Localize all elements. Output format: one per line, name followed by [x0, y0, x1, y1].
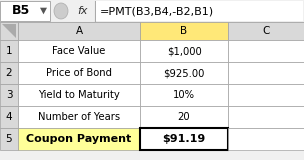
Text: Yield to Maturity: Yield to Maturity [38, 90, 120, 100]
Text: 10%: 10% [173, 90, 195, 100]
Bar [18, 128, 140, 150]
Bar [228, 128, 304, 150]
Text: 3: 3 [6, 90, 12, 100]
Bar [228, 40, 304, 62]
Text: Number of Years: Number of Years [38, 112, 120, 122]
Bar [0, 84, 18, 106]
Bar [18, 40, 140, 62]
Text: Price of Bond: Price of Bond [46, 68, 112, 78]
Bar [228, 84, 304, 106]
Bar [140, 22, 228, 40]
Bar [18, 22, 140, 40]
Bar [96, 1, 303, 21]
Text: Face Value: Face Value [52, 46, 106, 56]
Bar [140, 62, 228, 84]
Bar [0, 106, 18, 128]
Text: 4: 4 [6, 112, 12, 122]
Bar [228, 62, 304, 84]
Text: $91.19: $91.19 [162, 134, 206, 144]
Text: B: B [181, 26, 188, 36]
Text: $925.00: $925.00 [163, 68, 205, 78]
Bar [18, 62, 140, 84]
Bar [0, 0, 304, 22]
Text: 2: 2 [6, 68, 12, 78]
Bar [140, 84, 228, 106]
Bar [0, 40, 18, 62]
Text: 5: 5 [6, 134, 12, 144]
Bar [0, 22, 18, 40]
Bar [140, 106, 228, 128]
Text: =PMT(B3,B4,-B2,B1): =PMT(B3,B4,-B2,B1) [100, 6, 214, 16]
Text: C: C [262, 26, 270, 36]
Polygon shape [40, 8, 47, 14]
Text: fx: fx [77, 6, 88, 16]
Text: $1,000: $1,000 [167, 46, 201, 56]
Polygon shape [2, 24, 16, 38]
Text: 20: 20 [178, 112, 190, 122]
Text: A: A [75, 26, 83, 36]
Text: 1: 1 [6, 46, 12, 56]
Bar [18, 84, 140, 106]
Bar [0, 1, 50, 21]
Text: B5: B5 [12, 4, 30, 17]
Bar [228, 106, 304, 128]
Bar [0, 128, 18, 150]
Bar [0, 62, 18, 84]
Bar [228, 22, 304, 40]
Ellipse shape [54, 3, 68, 19]
Text: Coupon Payment: Coupon Payment [26, 134, 132, 144]
Bar [18, 106, 140, 128]
Bar [140, 40, 228, 62]
Bar [140, 128, 228, 150]
